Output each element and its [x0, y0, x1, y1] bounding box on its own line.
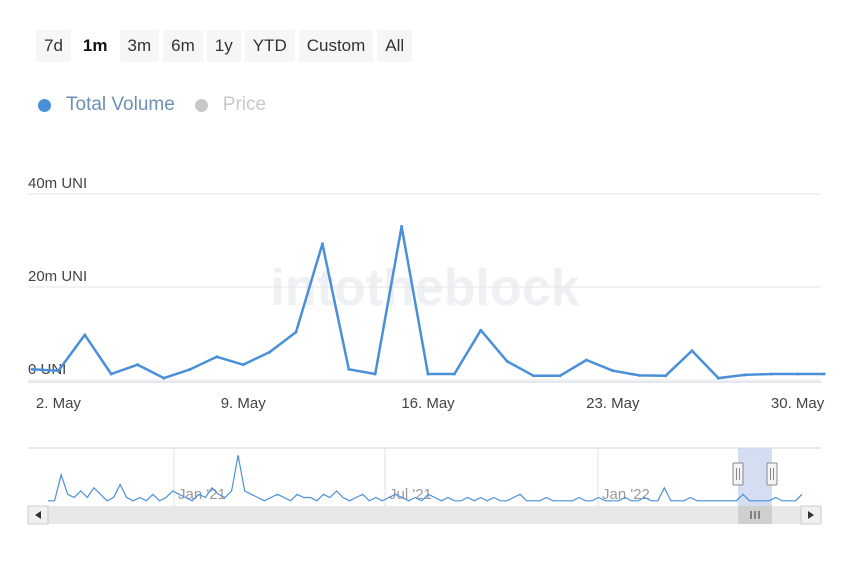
x-tick-label: 9. May [221, 395, 267, 412]
data-point [268, 350, 272, 354]
range-button-7d[interactable]: 7d [36, 30, 71, 62]
data-point [400, 225, 404, 229]
x-tick-label: 16. May [401, 395, 455, 412]
data-point [769, 372, 773, 376]
y-tick-label: 20m UNI [28, 268, 87, 285]
navigator-tick-label: Jul '21 [389, 486, 432, 503]
legend-marker-icon [38, 98, 51, 112]
data-point [505, 359, 509, 363]
data-point [426, 372, 430, 376]
data-point [162, 376, 166, 380]
data-point [690, 349, 694, 353]
data-point [637, 373, 641, 377]
data-point [56, 369, 60, 373]
legend-item-price[interactable]: Price [194, 94, 267, 116]
range-button-1m[interactable]: 1m [74, 30, 116, 62]
x-tick-label: 2. May [36, 395, 82, 412]
data-point [796, 372, 800, 376]
range-button-3m[interactable]: 3m [119, 30, 160, 62]
navigator-handle[interactable] [766, 462, 778, 486]
data-point [479, 328, 483, 332]
data-point [241, 363, 245, 367]
navigator-tick-label: Jan '22 [602, 486, 650, 503]
watermark: intotheblock [270, 259, 579, 317]
data-point [716, 376, 720, 380]
data-point [215, 355, 219, 359]
legend-marker-icon [194, 98, 208, 112]
data-point [320, 242, 324, 246]
range-button-6m[interactable]: 6m [163, 30, 203, 62]
legend: Total Volume Price [38, 94, 266, 116]
data-point [83, 333, 87, 337]
x-tick-label: 23. May [586, 395, 640, 412]
legend-label: Total Volume [66, 94, 175, 115]
arrow-right-icon [808, 511, 814, 519]
arrow-left-icon [35, 511, 41, 519]
range-button-ytd[interactable]: YTD [244, 30, 295, 62]
data-point [558, 374, 562, 378]
data-point [584, 358, 588, 362]
legend-item-total-volume[interactable]: Total Volume [38, 94, 175, 116]
data-point [294, 330, 298, 334]
data-point [611, 369, 615, 373]
data-point [664, 374, 668, 378]
range-button-all[interactable]: All [377, 30, 413, 62]
y-tick-label: 40m UNI [28, 175, 87, 192]
data-point [743, 373, 747, 377]
data-point [532, 374, 536, 378]
data-point [109, 372, 113, 376]
range-button-1y[interactable]: 1y [206, 30, 241, 62]
x-tick-label: 30. May [771, 395, 825, 412]
data-point [30, 367, 34, 371]
navigator-series-line [48, 455, 803, 502]
data-point [822, 372, 826, 376]
navigator-selection[interactable] [738, 448, 772, 506]
legend-label: Price [222, 94, 267, 115]
data-point [452, 372, 456, 376]
navigator-handle[interactable] [732, 462, 744, 486]
range-selector: 7d 1m 3m 6m 1y YTD Custom All [36, 30, 413, 62]
data-point [136, 363, 140, 367]
data-point [188, 367, 192, 371]
data-point [373, 372, 377, 376]
range-button-custom[interactable]: Custom [298, 30, 374, 62]
data-point [347, 367, 351, 371]
scrollbar-track[interactable] [28, 506, 821, 524]
